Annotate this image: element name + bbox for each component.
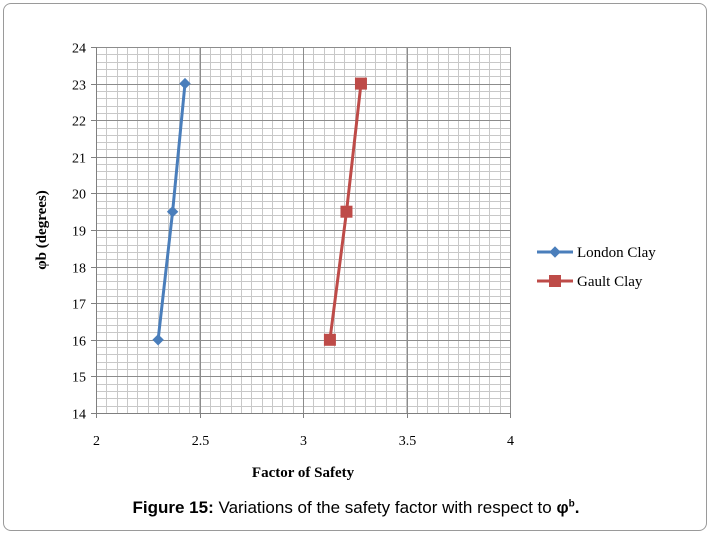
series <box>152 77 367 346</box>
legend-item: London Clay <box>537 245 656 261</box>
x-tick-label: 3.5 <box>399 434 417 449</box>
legend-label: London Clay <box>577 245 656 261</box>
y-tick-label: 16 <box>72 335 86 350</box>
y-tick-label: 21 <box>72 152 86 167</box>
data-point <box>354 77 367 90</box>
y-tick-label: 22 <box>72 115 86 130</box>
y-tick-label: 19 <box>72 225 86 240</box>
caption-label: Figure 15: <box>132 498 214 517</box>
caption-text: Variations of the safety factor with res… <box>213 498 557 517</box>
y-tick-label: 23 <box>72 79 86 94</box>
data-point <box>323 333 336 346</box>
series-gault-clay <box>323 77 367 346</box>
data-point <box>166 205 179 218</box>
y-tick-label: 15 <box>72 371 86 386</box>
x-tick-label: 2.5 <box>192 434 210 449</box>
y-axis-label: φb (degrees) <box>34 190 50 269</box>
x-tick-label: 2 <box>93 434 100 449</box>
y-tick-label: 24 <box>72 42 86 57</box>
caption-symbol: φ <box>556 498 569 517</box>
x-tick-label: 4 <box>507 434 514 449</box>
y-tick-label: 14 <box>72 408 86 423</box>
y-tick-label: 17 <box>72 298 86 313</box>
figure-caption: Figure 15: Variations of the safety fact… <box>0 498 712 518</box>
legend-item: Gault Clay <box>537 274 643 290</box>
data-point <box>179 77 191 90</box>
data-point <box>152 334 164 346</box>
caption-superscript: b <box>568 498 575 510</box>
y-tick-label: 18 <box>72 262 86 277</box>
legend-label: Gault Clay <box>577 274 643 290</box>
legend: London Clay Gault Clay <box>537 245 656 290</box>
caption-end: . <box>574 498 580 517</box>
x-axis-label: Factor of Safety <box>252 465 355 481</box>
x-tick-label: 3 <box>300 434 307 449</box>
axes: 14 15 16 17 18 19 20 21 22 23 24 2 2.5 3 3.5 4 <box>72 42 514 450</box>
y-tick-label: 20 <box>72 188 86 203</box>
data-point <box>340 205 353 218</box>
legend-marker <box>549 246 561 258</box>
grid <box>96 47 511 414</box>
series-london-clay <box>152 77 191 346</box>
legend-marker <box>549 275 561 287</box>
